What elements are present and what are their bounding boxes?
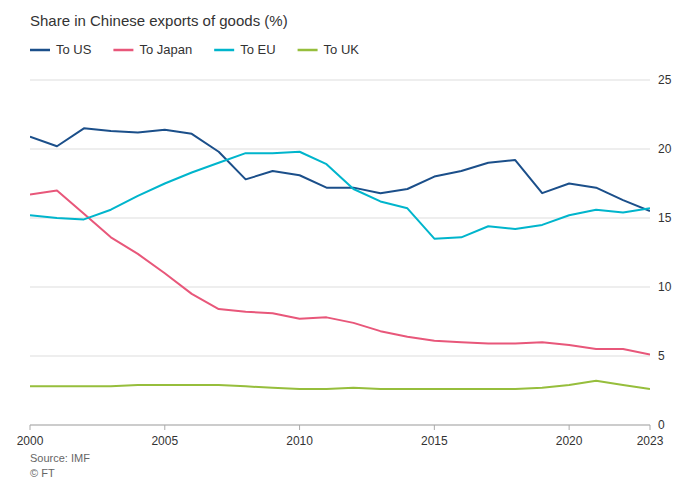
y-tick-label: 5 bbox=[658, 349, 665, 363]
legend-swatch bbox=[30, 49, 50, 52]
x-tick bbox=[164, 425, 165, 430]
y-tick-label: 25 bbox=[658, 73, 672, 87]
legend-swatch bbox=[298, 49, 318, 52]
series-line bbox=[30, 381, 650, 389]
x-tick bbox=[650, 425, 651, 430]
x-tick-label: 2023 bbox=[637, 434, 664, 448]
grid-line bbox=[30, 218, 650, 219]
x-tick-label: 2020 bbox=[556, 434, 583, 448]
legend-label: To Japan bbox=[139, 42, 192, 57]
series-line bbox=[30, 128, 650, 211]
legend-label: To US bbox=[56, 42, 92, 57]
grid-line bbox=[30, 425, 650, 426]
chart: Share in Chinese exports of goods (%) To … bbox=[0, 0, 700, 500]
legend-swatch bbox=[214, 49, 234, 52]
x-tick-label: 2015 bbox=[421, 434, 448, 448]
y-tick-label: 15 bbox=[658, 211, 672, 225]
grid-line bbox=[30, 287, 650, 288]
legend-label: To UK bbox=[324, 42, 360, 57]
title: Share in Chinese exports of goods (%) bbox=[30, 12, 288, 29]
x-tick-label: 2005 bbox=[151, 434, 178, 448]
grid bbox=[30, 80, 650, 425]
y-tick-label: 10 bbox=[658, 280, 672, 294]
y-tick-label: 20 bbox=[658, 142, 672, 156]
x-tick bbox=[299, 425, 300, 430]
grid-line bbox=[30, 149, 650, 150]
x-axis-line bbox=[30, 425, 650, 426]
grid-line bbox=[30, 80, 650, 81]
x-tick-label: 2000 bbox=[17, 434, 44, 448]
x-tick bbox=[569, 425, 570, 430]
x-tick bbox=[434, 425, 435, 430]
legend: To US To Japan To EU To UK bbox=[30, 42, 359, 57]
x-tick-label: 2010 bbox=[286, 434, 313, 448]
source-note: Source: IMF© FT bbox=[30, 452, 90, 479]
x-tick bbox=[30, 425, 31, 430]
y-tick-label: 0 bbox=[658, 418, 665, 432]
grid-line bbox=[30, 356, 650, 357]
series-line bbox=[30, 190, 650, 354]
series-line bbox=[30, 152, 650, 239]
legend-label: To EU bbox=[240, 42, 275, 57]
plot-area bbox=[30, 128, 650, 389]
legend-swatch bbox=[113, 49, 133, 52]
